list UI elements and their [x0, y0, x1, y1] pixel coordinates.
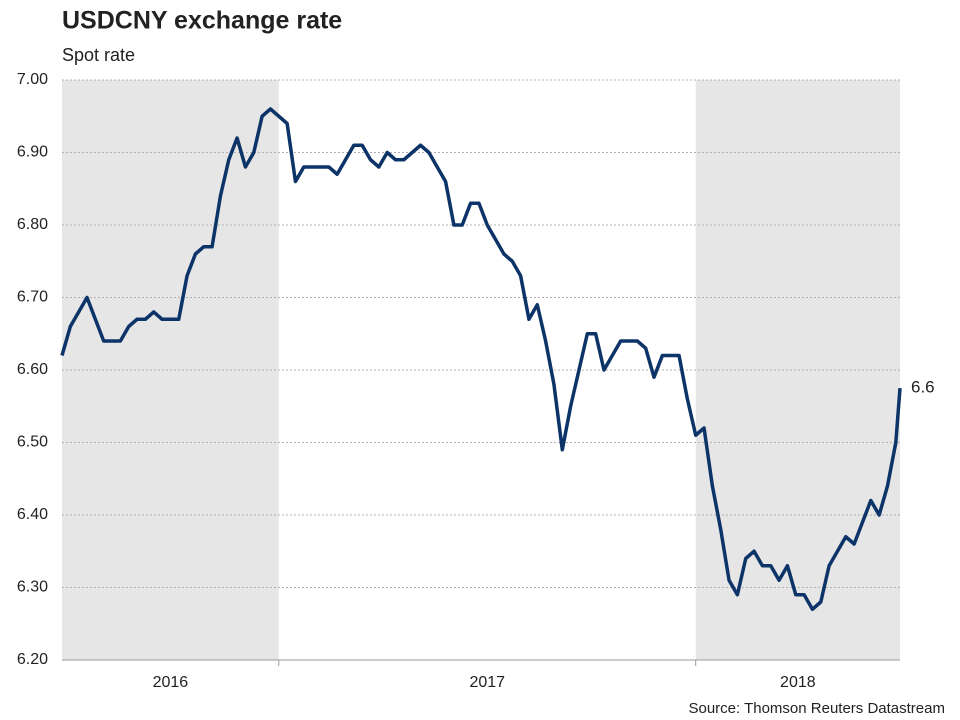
chart-title: USDCNY exchange rate	[62, 7, 342, 35]
y-tick-label: 7.00	[17, 71, 48, 88]
background-layer	[62, 79, 900, 661]
y-tick-label: 6.20	[17, 651, 48, 668]
series-line	[60, 107, 902, 611]
y-tick-label: 6.60	[17, 361, 48, 378]
y-tick-label: 6.40	[17, 506, 48, 523]
y-tick-label: 6.80	[17, 216, 48, 233]
source-note: Source: Thomson Reuters Datastream	[688, 700, 945, 717]
y-tick-label: 6.90	[17, 144, 48, 161]
x-period-label: 2018	[780, 674, 816, 691]
x-period-label: 2017	[469, 674, 505, 691]
y-tick-label: 6.50	[17, 434, 48, 451]
x-period-label: 2016	[153, 674, 189, 691]
period-band	[695, 80, 900, 660]
end-value-label: 6.6	[911, 378, 935, 397]
y-tick-label: 6.30	[17, 579, 48, 596]
chart-subtitle: Spot rate	[62, 45, 135, 65]
y-tick-label: 6.70	[17, 289, 48, 306]
